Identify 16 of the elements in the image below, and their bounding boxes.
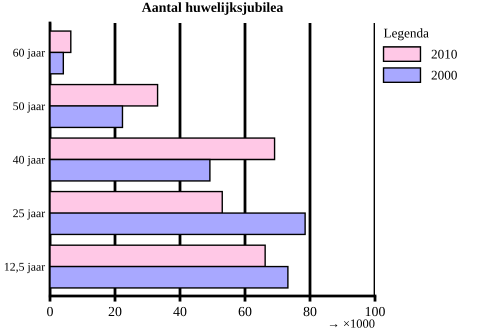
x-tick-label: 20 bbox=[108, 306, 122, 316]
x-tick-label: 80 bbox=[304, 306, 316, 316]
x-axis-title: → ×1000 bbox=[330, 319, 375, 328]
y-tick-label: 12,5 jaar bbox=[4, 262, 46, 274]
y-tick-label: 50 jaar bbox=[13, 102, 46, 113]
y-tick-label: 40 jaar bbox=[12, 156, 46, 166]
legend-title: Legenda bbox=[384, 28, 429, 40]
y-tick-label: 60 jaar bbox=[13, 48, 46, 60]
x-tick-label: 100 bbox=[366, 306, 385, 316]
x-tick-label: 60 bbox=[238, 306, 252, 316]
x-tick-label: 0 bbox=[47, 306, 53, 316]
legend-label: 2000 bbox=[432, 70, 457, 80]
legend-label: 2010 bbox=[432, 50, 457, 59]
x-tick-label: 40 bbox=[173, 306, 186, 316]
y-tick-label: 25 jaar bbox=[13, 209, 46, 220]
chart-title: Aantal huwelijksjubilea bbox=[142, 2, 284, 15]
